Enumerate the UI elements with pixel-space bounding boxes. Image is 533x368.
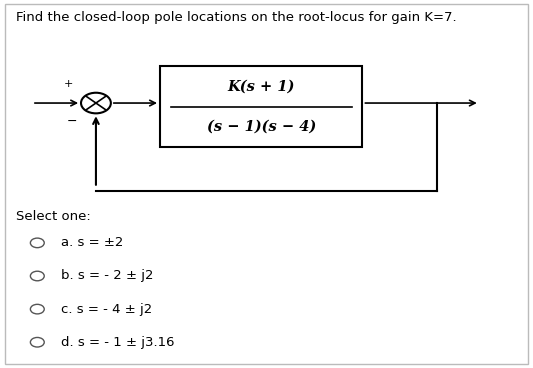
Text: +: + <box>63 79 73 89</box>
FancyBboxPatch shape <box>160 66 362 147</box>
Text: K(s + 1): K(s + 1) <box>228 79 295 93</box>
FancyBboxPatch shape <box>5 4 528 364</box>
Text: b. s = - 2 ± j2: b. s = - 2 ± j2 <box>61 269 154 283</box>
Text: c. s = - 4 ± j2: c. s = - 4 ± j2 <box>61 302 152 316</box>
Text: a. s = ±2: a. s = ±2 <box>61 236 124 250</box>
Text: d. s = - 1 ± j3.16: d. s = - 1 ± j3.16 <box>61 336 175 349</box>
Text: Find the closed-loop pole locations on the root-locus for gain K=7.: Find the closed-loop pole locations on t… <box>16 11 457 24</box>
Text: (s − 1)(s − 4): (s − 1)(s − 4) <box>207 120 316 134</box>
Text: −: − <box>66 115 77 128</box>
Text: Select one:: Select one: <box>16 210 91 223</box>
